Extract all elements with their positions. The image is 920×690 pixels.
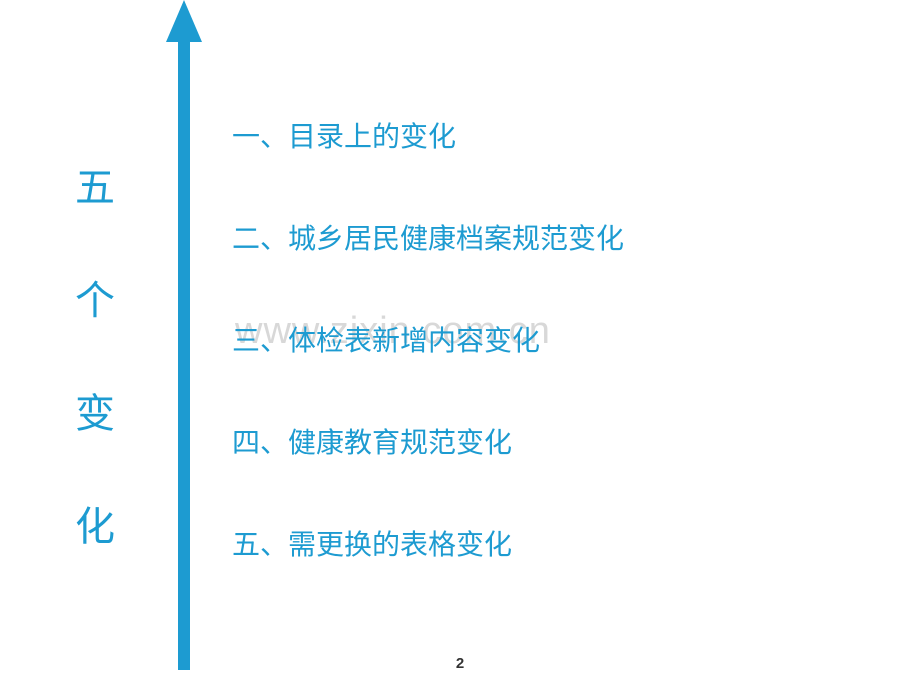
content-list: 一、目录上的变化 二、城乡居民健康档案规范变化 三、体检表新增内容变化 四、健康… [232,115,624,563]
page-number: 2 [456,655,464,672]
list-item-4: 四、健康教育规范变化 [232,421,624,461]
vertical-char-4: 化 [75,494,115,552]
list-item-3: 三、体检表新增内容变化 [232,319,624,359]
vertical-title: 五 个 变 化 [75,155,115,552]
list-item-5: 五、需更换的表格变化 [232,523,624,563]
vertical-char-3: 变 [75,381,115,439]
vertical-char-1: 五 [75,155,115,213]
list-item-1: 一、目录上的变化 [232,115,624,155]
arrow-line [178,35,190,670]
list-item-2: 二、城乡居民健康档案规范变化 [232,217,624,257]
vertical-arrow [170,0,198,665]
vertical-char-2: 个 [75,268,115,326]
